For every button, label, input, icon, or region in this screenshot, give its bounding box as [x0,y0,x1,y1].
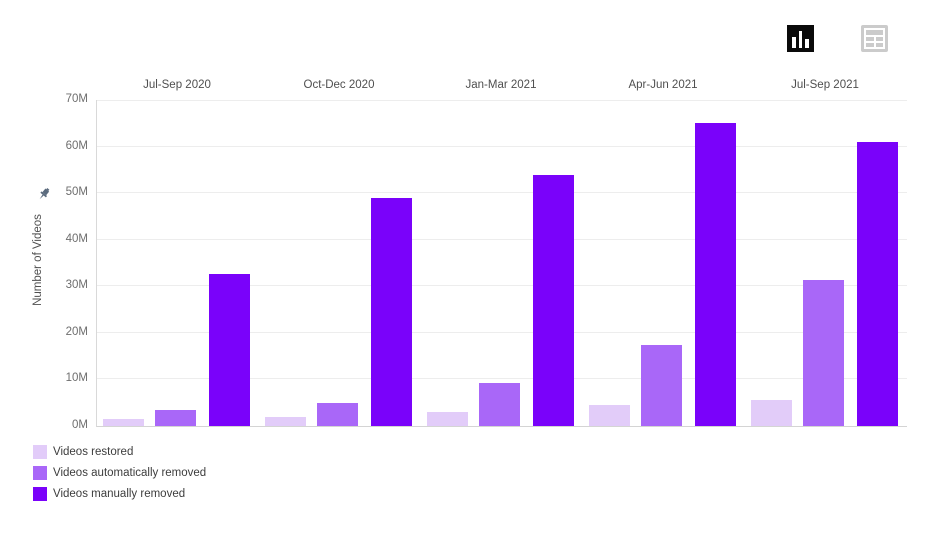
bar-videos-automatically-removed-jan-mar-2021[interactable] [479,383,520,426]
column-header-apr-jun-2021: Apr-Jun 2021 [628,79,698,91]
column-header-jan-mar-2021: Jan-Mar 2021 [465,79,537,91]
bar-chart-icon[interactable] [787,25,814,52]
pin-icon[interactable] [35,185,53,203]
table-grid-icon[interactable] [861,25,888,52]
bar-videos-automatically-removed-jul-sep-2020[interactable] [155,410,196,426]
legend-swatch [33,465,47,480]
bar-videos-restored-apr-jun-2021[interactable] [589,405,630,426]
bar-videos-restored-jan-mar-2021[interactable] [427,412,468,426]
legend-label: Videos restored [53,445,134,458]
y-tick-60M: 60M [65,139,88,152]
plot-area [96,100,907,427]
table-grid-icon-header [866,30,883,35]
gridline-30M [97,285,907,287]
column-header-jul-sep-2021: Jul-Sep 2021 [791,79,859,91]
legend: Videos restored Videos automatically remo… [33,441,206,504]
y-axis-title: Number of Videos [32,214,44,306]
gridline-10M [97,378,907,380]
bar-chart-icon-bar [798,31,803,48]
legend-item-videos-restored[interactable]: Videos restored [33,441,206,462]
legend-item-videos-automatically-removed[interactable]: Videos automatically removed [33,462,206,483]
y-tick-0M: 0M [72,419,88,431]
column-header-jul-sep-2020: Jul-Sep 2020 [143,79,211,91]
bar-chart-icon-bar [805,39,810,48]
bar-videos-manually-removed-jul-sep-2020[interactable] [209,274,250,426]
bar-videos-manually-removed-apr-jun-2021[interactable] [695,123,736,426]
y-tick-20M: 20M [65,325,88,338]
bar-videos-manually-removed-oct-dec-2020[interactable] [371,198,412,426]
bar-videos-automatically-removed-jul-sep-2021[interactable] [803,280,844,426]
bar-videos-restored-oct-dec-2020[interactable] [265,417,306,426]
column-header-oct-dec-2020: Oct-Dec 2020 [303,79,375,91]
y-tick-30M: 30M [65,279,88,292]
gridline-40M [97,238,907,240]
bar-videos-manually-removed-jan-mar-2021[interactable] [533,175,574,426]
bar-videos-restored-jul-sep-2020[interactable] [103,419,144,426]
legend-swatch [33,444,47,459]
legend-item-videos-manually-removed[interactable]: Videos manually removed [33,483,206,504]
legend-label: Videos automatically removed [53,466,207,479]
y-tick-70M: 70M [65,93,88,105]
gridline-70M [97,100,907,101]
gridline-50M [97,192,907,194]
y-tick-10M: 10M [65,372,88,385]
bar-videos-restored-jul-sep-2021[interactable] [751,400,792,426]
legend-label: Videos manually removed [53,487,186,500]
bar-chart-icon-bar [792,37,796,48]
gridline-60M [97,145,907,147]
bar-videos-automatically-removed-oct-dec-2020[interactable] [317,403,358,426]
bar-videos-manually-removed-jul-sep-2021[interactable] [857,142,898,426]
gridline-20M [97,331,907,333]
table-grid-icon-cells [866,37,883,47]
y-tick-50M: 50M [65,186,88,199]
bar-videos-automatically-removed-apr-jun-2021[interactable] [641,345,682,426]
y-tick-40M: 40M [65,232,88,245]
legend-swatch [33,486,47,501]
